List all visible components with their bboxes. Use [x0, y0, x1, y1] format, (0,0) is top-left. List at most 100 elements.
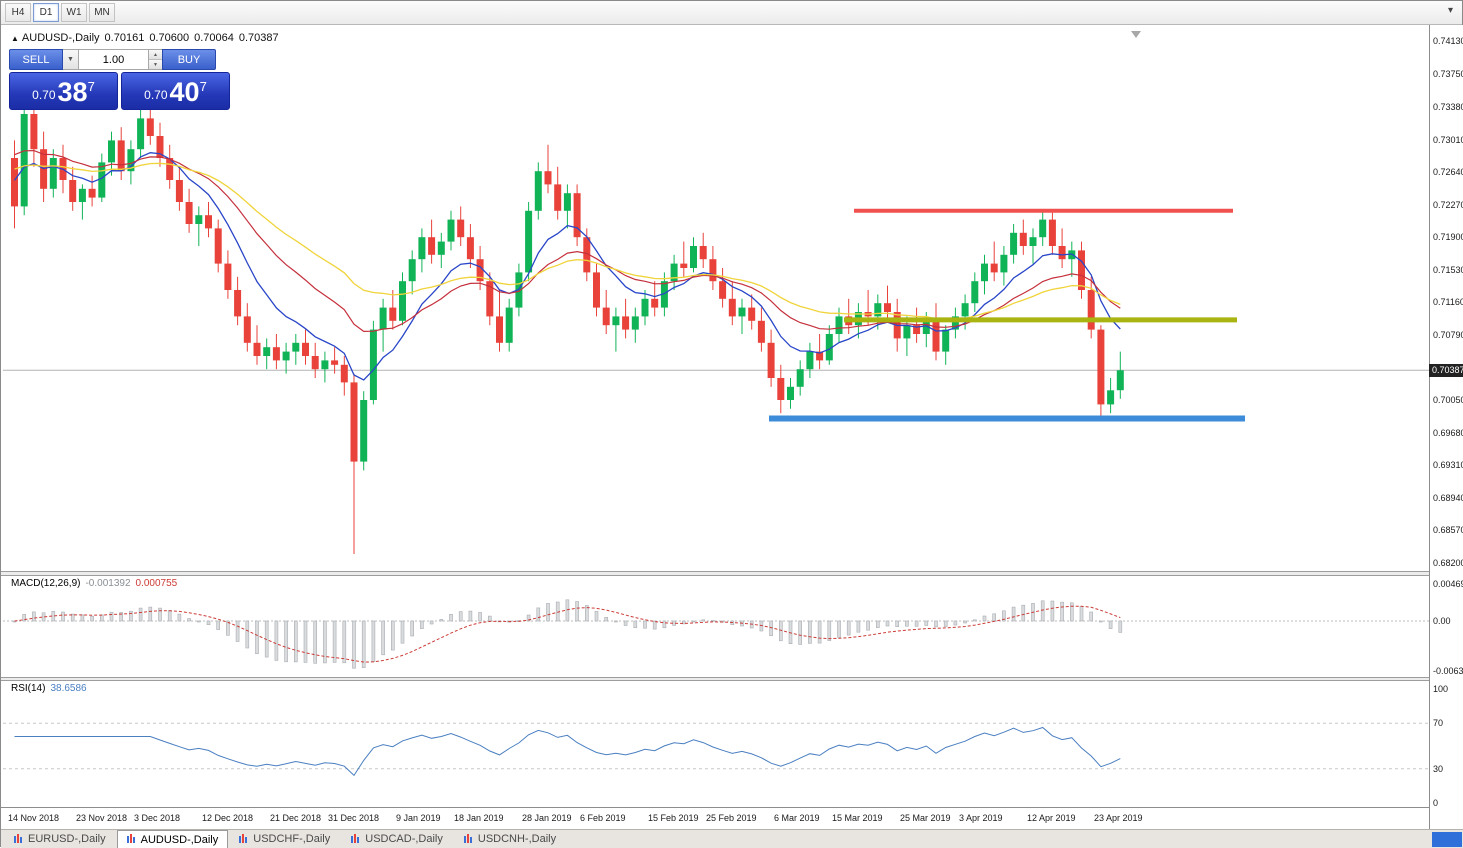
tab-label: USDCNH-,Daily: [478, 833, 556, 845]
axis-label: 0.73380: [1433, 102, 1463, 112]
tab-label: USDCAD-,Daily: [365, 833, 443, 845]
buy-button[interactable]: BUY: [162, 49, 216, 70]
axis-label: 0.71160: [1433, 297, 1463, 307]
date-label: 31 Dec 2018: [328, 813, 379, 823]
axis-label: 0.68570: [1433, 525, 1463, 535]
volume-input[interactable]: [79, 49, 149, 70]
axis-label: 0.00: [1433, 616, 1451, 626]
time-axis[interactable]: 14 Nov 2018 23 Nov 2018 3 Dec 2018 12 Dec 2…: [1, 807, 1429, 829]
buy-price-big: 40: [170, 78, 200, 107]
axis-label: 0.68200: [1433, 558, 1463, 568]
axis-label: 0.004694: [1433, 579, 1463, 589]
date-label: 25 Feb 2019: [706, 813, 757, 823]
chart-tab-usdcad[interactable]: USDCAD-,Daily: [341, 830, 453, 848]
macd-name: MACD(12,26,9): [11, 578, 80, 589]
timeframe-mn-button[interactable]: MN: [89, 3, 115, 22]
chart-icon: [464, 833, 474, 846]
chart-icon: [239, 833, 249, 846]
date-label: 3 Dec 2018: [134, 813, 180, 823]
chart-tab-usdchf[interactable]: USDCHF-,Daily: [229, 830, 340, 848]
rsi-value: 38.6586: [50, 683, 86, 694]
axis-label: 0.69680: [1433, 428, 1463, 438]
date-label: 15 Feb 2019: [648, 813, 699, 823]
axis-label: 100: [1433, 684, 1448, 694]
rsi-panel[interactable]: [3, 681, 1429, 807]
axis-label: -0.00639: [1433, 666, 1463, 676]
chart-tab-usdcnh[interactable]: USDCNH-,Daily: [454, 830, 566, 848]
date-label: 14 Nov 2018: [8, 813, 59, 823]
date-label: 6 Feb 2019: [580, 813, 626, 823]
date-label: 3 Apr 2019: [959, 813, 1003, 823]
date-label: 18 Jan 2019: [454, 813, 504, 823]
panel-resize-divider-2[interactable]: [1, 677, 1463, 681]
axis-label: 0.73010: [1433, 135, 1463, 145]
panel-resize-divider-1[interactable]: [1, 571, 1463, 576]
chart-tab-eurusd[interactable]: EURUSD-,Daily: [4, 830, 116, 848]
axis-label: 0.69310: [1433, 460, 1463, 470]
sell-price-box[interactable]: 0.70 38 7: [9, 72, 118, 110]
date-label: 28 Jan 2019: [522, 813, 572, 823]
date-label: 6 Mar 2019: [774, 813, 820, 823]
axis-label: 0.73750: [1433, 69, 1463, 79]
status-indicator: [1432, 832, 1462, 847]
axis-label: 0.71530: [1433, 265, 1463, 275]
current-price-badge: 0.70387: [1429, 364, 1463, 377]
date-label: 25 Mar 2019: [900, 813, 951, 823]
axis-label: 0.70050: [1433, 395, 1463, 405]
macd-panel[interactable]: [3, 576, 1429, 677]
timeframe-toolbar: H4 D1 W1 MN ▾: [1, 1, 1462, 25]
timeframe-w1-button[interactable]: W1: [61, 3, 87, 22]
rsi-indicator-label: RSI(14) 38.6586: [11, 683, 92, 694]
chart-shift-marker[interactable]: [1131, 31, 1141, 38]
main-price-chart[interactable]: [3, 29, 1429, 571]
macd-main-value: -0.001392: [85, 578, 130, 589]
chart-icon: [14, 833, 24, 846]
tab-label: EURUSD-,Daily: [28, 833, 106, 845]
date-label: 9 Jan 2019: [396, 813, 441, 823]
axis-label: 0.72640: [1433, 167, 1463, 177]
axis-label: 0.72270: [1433, 200, 1463, 210]
chart-icon: [351, 833, 361, 846]
volume-dropdown-icon[interactable]: ▼: [63, 49, 79, 70]
date-label: 23 Apr 2019: [1094, 813, 1143, 823]
axis-label: 0.70790: [1433, 330, 1463, 340]
sell-price-big: 38: [58, 78, 88, 107]
low-value: 0.70064: [194, 32, 234, 44]
axis-label: 0: [1433, 798, 1438, 808]
date-label: 12 Apr 2019: [1027, 813, 1076, 823]
axis-label: 0.68940: [1433, 493, 1463, 503]
chart-tab-audusd[interactable]: AUDUSD-,Daily: [117, 830, 229, 848]
buy-price-sup: 7: [200, 79, 207, 94]
open-value: 0.70161: [105, 32, 145, 44]
close-value: 0.70387: [239, 32, 279, 44]
sell-button[interactable]: SELL: [9, 49, 63, 70]
axis-label: 30: [1433, 764, 1443, 774]
spinner-up-icon[interactable]: ▲: [149, 50, 162, 60]
timeframe-h4-button[interactable]: H4: [5, 3, 31, 22]
date-label: 23 Nov 2018: [76, 813, 127, 823]
one-click-trade-panel: SELL ▼ ▲ ▼ BUY 0.70 38 7 0.70 40 7: [9, 49, 230, 110]
timeframe-d1-button[interactable]: D1: [33, 3, 59, 22]
date-label: 12 Dec 2018: [202, 813, 253, 823]
price-axis[interactable]: 0.74130 0.73750 0.73380 0.73010 0.72640 0.722…: [1429, 25, 1463, 829]
date-label: 15 Mar 2019: [832, 813, 883, 823]
tick-up-icon: ▲: [11, 34, 19, 43]
toolbar-overflow-icon[interactable]: ▾: [1448, 5, 1453, 16]
axis-label: 70: [1433, 718, 1443, 728]
macd-signal-value: 0.000755: [136, 578, 178, 589]
buy-price-box[interactable]: 0.70 40 7: [121, 72, 230, 110]
spinner-down-icon[interactable]: ▼: [149, 60, 162, 69]
axis-label: 0.71900: [1433, 232, 1463, 242]
date-label: 21 Dec 2018: [270, 813, 321, 823]
chart-tabs-bar: EURUSD-,Daily AUDUSD-,Daily USDCHF-,Daily U…: [1, 829, 1463, 848]
axis-label: 0.74130: [1433, 36, 1463, 46]
macd-indicator-label: MACD(12,26,9) -0.001392 0.000755: [11, 578, 182, 589]
symbol-label: AUDUSD-,Daily: [22, 32, 100, 44]
sell-price-sup: 7: [88, 79, 95, 94]
buy-price-prefix: 0.70: [144, 88, 167, 102]
volume-spinner[interactable]: ▲ ▼: [149, 49, 162, 70]
tab-label: USDCHF-,Daily: [253, 833, 330, 845]
rsi-name: RSI(14): [11, 683, 45, 694]
